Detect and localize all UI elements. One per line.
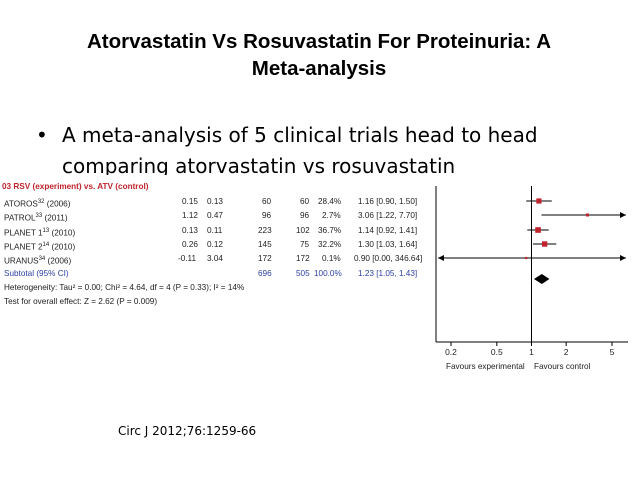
- bullet-text: A meta-analysis of 5 clinical trials hea…: [62, 123, 538, 175]
- subtotal-n-exp: 696: [258, 269, 272, 278]
- bullet-point: • A meta-analysis of 5 clinical trials h…: [36, 120, 606, 175]
- study-name: URANUS34 (2006): [4, 256, 72, 266]
- forest-header: 03 RSV (experiment) vs. ATV (control): [2, 182, 149, 191]
- study-n-ctl: 102: [296, 226, 310, 235]
- study-n-ctl: 60: [300, 197, 310, 206]
- study-se: 0.13: [207, 197, 223, 206]
- study-weight: 28.4%: [318, 197, 342, 206]
- heterogeneity-text: Heterogeneity: Tau² = 0.00; Chi² = 4.64,…: [4, 283, 245, 292]
- study-ci: 1.30 [1.03, 1.64]: [358, 240, 418, 249]
- ci-arrow-left: [438, 255, 444, 261]
- study-mean: 1.12: [182, 211, 198, 220]
- study-weight: 32.2%: [318, 240, 342, 249]
- study-se: 0.11: [207, 226, 223, 235]
- study-n-ctl: 75: [300, 240, 310, 249]
- study-name: PLANET 113 (2010): [4, 228, 76, 238]
- study-ci: 3.06 [1.22, 7.70]: [358, 211, 418, 220]
- favours-control-label: Favours control: [534, 362, 591, 371]
- study-name: PLANET 214 (2010): [4, 242, 76, 252]
- study-ci: 0.90 [0.00, 346.64]: [354, 254, 423, 263]
- study-se: 3.04: [207, 254, 223, 263]
- ci-arrow-right: [620, 212, 626, 218]
- study-weight: 2.7%: [322, 211, 341, 220]
- bullet-icon: •: [36, 123, 48, 147]
- study-n-exp: 60: [262, 197, 272, 206]
- study-name: PATROL33 (2011): [4, 213, 68, 223]
- study-se: 0.47: [207, 211, 223, 220]
- overall-effect-text: Test for overall effect: Z = 2.62 (P = 0…: [4, 297, 158, 306]
- study-square: [535, 227, 541, 233]
- citation: Circ J 2012;76:1259-66: [118, 424, 257, 438]
- study-square: [541, 241, 548, 247]
- study-n-exp: 172: [258, 254, 272, 263]
- title-line-2: Meta-analysis: [251, 57, 387, 80]
- subtotal-label: Subtotal (95% CI): [4, 269, 69, 278]
- favours-experimental-label: Favours experimental: [446, 362, 525, 371]
- study-mean: 0.13: [182, 226, 198, 235]
- study-weight: 0.1%: [322, 254, 341, 263]
- ci-arrow-right: [620, 255, 626, 261]
- pooled-diamond: [533, 274, 550, 284]
- study-name: ATOROS32 (2006): [4, 199, 71, 209]
- study-ci: 1.14 [0.92, 1.41]: [358, 226, 418, 235]
- x-tick-label: 0.2: [445, 347, 457, 357]
- title-line-1: Atorvastatin Vs Rosuvastatin For Protein…: [87, 30, 551, 53]
- study-ci: 1.16 [0.90, 1.50]: [358, 197, 418, 206]
- x-tick-label: 1: [529, 347, 534, 357]
- study-square: [525, 256, 528, 260]
- study-n-ctl: 172: [296, 254, 310, 263]
- subtotal-weight: 100.0%: [314, 269, 342, 278]
- study-n-ctl: 96: [300, 211, 310, 220]
- study-square: [585, 213, 589, 217]
- subtotal-ci: 1.23 [1.05, 1.43]: [358, 269, 418, 278]
- slide-title: Atorvastatin Vs Rosuvastatin For Protein…: [20, 28, 618, 82]
- study-n-exp: 145: [258, 240, 272, 249]
- study-weight: 36.7%: [318, 226, 342, 235]
- study-mean: 0.26: [182, 240, 198, 249]
- study-mean: 0.15: [182, 197, 198, 206]
- x-tick-label: 0.5: [491, 347, 503, 357]
- study-mean: -0.11: [178, 254, 197, 263]
- study-square: [536, 198, 542, 204]
- x-tick-label: 2: [564, 347, 569, 357]
- subtotal-n-ctl: 505: [296, 269, 310, 278]
- study-n-exp: 96: [262, 211, 272, 220]
- study-se: 0.12: [207, 240, 223, 249]
- x-tick-label: 5: [610, 347, 615, 357]
- study-n-exp: 223: [258, 226, 272, 235]
